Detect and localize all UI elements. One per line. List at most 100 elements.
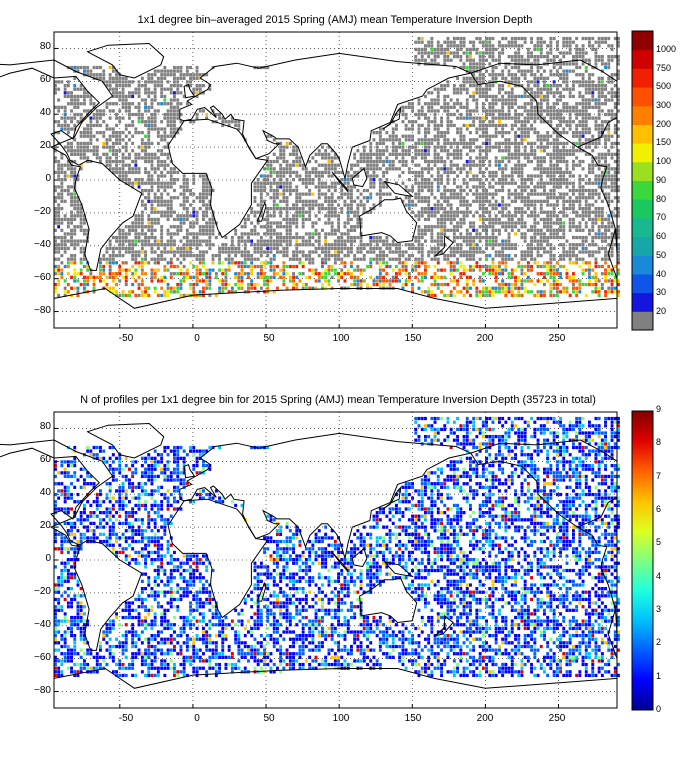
data-cell — [488, 243, 492, 247]
data-cell — [105, 250, 109, 254]
data-cell — [324, 250, 328, 254]
data-cell — [491, 98, 495, 102]
data-cell — [456, 36, 459, 41]
data-cell — [491, 94, 495, 99]
data-cell — [507, 109, 511, 113]
data-cell — [488, 40, 492, 44]
data-cell — [475, 210, 479, 214]
data-cell — [266, 228, 270, 232]
data-cell — [407, 254, 411, 258]
data-cell — [382, 239, 385, 243]
data-cell — [369, 163, 373, 167]
data-cell — [330, 203, 334, 207]
data-cell — [147, 87, 151, 91]
data-cell — [144, 120, 147, 124]
data-cell — [494, 243, 498, 247]
data-cell — [327, 250, 331, 254]
data-cell — [163, 65, 167, 70]
data-cell — [452, 228, 456, 232]
data-cell — [523, 109, 527, 113]
data-cell — [153, 228, 157, 232]
data-cell — [54, 145, 57, 149]
data-cell — [485, 246, 488, 251]
data-cell — [182, 246, 186, 251]
data-cell — [60, 116, 64, 120]
data-cell — [478, 257, 482, 261]
data-cell — [424, 196, 427, 200]
data-cell — [494, 109, 498, 113]
data-cell — [150, 91, 154, 95]
data-cell — [533, 149, 537, 153]
data-cell — [350, 163, 353, 167]
data-cell — [565, 170, 569, 175]
data-cell — [330, 192, 334, 196]
data-cell — [375, 239, 379, 243]
data-cell — [436, 217, 440, 222]
data-cell — [523, 138, 527, 142]
data-cell — [401, 170, 405, 175]
data-cell — [63, 116, 67, 120]
data-cell — [456, 257, 459, 261]
data-cell — [520, 134, 524, 138]
data-cell — [366, 264, 369, 269]
data-cell — [594, 181, 598, 185]
data-cell — [517, 94, 521, 99]
data-cell — [546, 235, 550, 240]
data-cell — [256, 250, 260, 254]
data-cell — [501, 84, 505, 88]
data-cell — [578, 196, 582, 200]
data-cell — [552, 235, 556, 240]
data-cell — [494, 141, 498, 146]
data-cell — [95, 131, 99, 135]
data-cell — [202, 188, 205, 193]
data-cell — [173, 210, 176, 214]
data-cell — [420, 152, 424, 156]
data-cell — [604, 98, 607, 102]
data-cell — [128, 84, 131, 88]
data-cell — [292, 257, 295, 261]
data-cell — [424, 112, 427, 117]
data-cell — [533, 207, 537, 211]
data-cell — [456, 55, 459, 59]
data-cell — [469, 145, 472, 149]
data-cell — [607, 65, 611, 70]
data-cell — [247, 232, 250, 236]
data-cell — [552, 196, 556, 200]
data-cell — [304, 174, 308, 178]
data-cell — [581, 105, 585, 109]
data-cell — [433, 116, 437, 120]
data-cell — [57, 225, 61, 229]
data-cell — [427, 199, 431, 203]
data-cell — [173, 123, 176, 128]
data-cell — [276, 243, 279, 247]
data-cell — [324, 185, 328, 189]
data-cell — [469, 65, 472, 70]
data-cell — [137, 181, 141, 185]
data-cell — [475, 109, 479, 113]
data-cell — [54, 235, 57, 240]
data-cell — [150, 217, 154, 222]
data-cell — [433, 134, 437, 138]
data-cell — [494, 98, 498, 102]
data-cell — [526, 178, 530, 182]
data-cell — [478, 123, 482, 128]
data-cell — [285, 235, 289, 240]
data-cell — [436, 40, 440, 44]
data-cell — [202, 225, 205, 229]
data-cell — [459, 196, 463, 200]
data-cell — [131, 149, 135, 153]
data-cell — [111, 254, 115, 258]
data-cell — [472, 178, 476, 182]
data-cell — [588, 163, 591, 167]
data-cell — [330, 207, 334, 211]
data-cell — [530, 40, 533, 44]
data-cell — [465, 214, 469, 218]
data-cell — [292, 221, 295, 225]
data-cell — [565, 167, 569, 171]
data-cell — [478, 91, 482, 95]
data-cell — [494, 170, 498, 175]
data-cell — [70, 185, 73, 189]
data-cell — [420, 178, 424, 182]
data-cell — [478, 170, 482, 175]
data-cell — [83, 141, 86, 146]
